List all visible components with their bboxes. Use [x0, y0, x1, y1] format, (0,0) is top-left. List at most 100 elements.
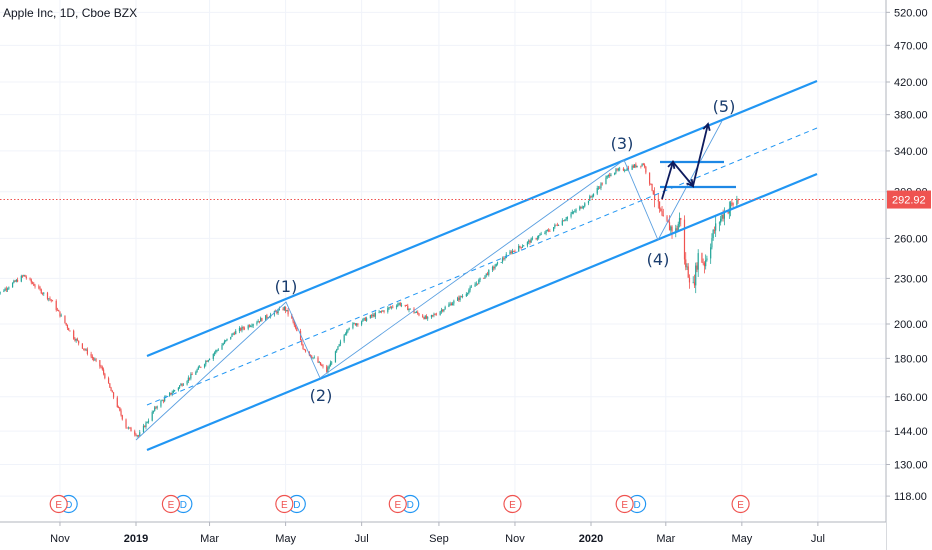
- candle-body: [692, 282, 694, 284]
- candle-body: [59, 311, 61, 317]
- earnings-marker[interactable]: [503, 494, 522, 514]
- candle-body: [130, 427, 132, 432]
- candle-body: [75, 339, 77, 341]
- channel-lower-line[interactable]: [146, 172, 818, 452]
- candle-body: [718, 222, 720, 224]
- candle-body: [161, 400, 163, 402]
- candle-body: [146, 422, 148, 424]
- time-tick-label: Mar: [200, 533, 219, 545]
- candle-body: [303, 349, 305, 350]
- candle-body: [389, 307, 391, 309]
- candle-body: [346, 331, 348, 335]
- candle-body: [91, 356, 93, 359]
- candle-body: [587, 200, 590, 204]
- candle-body: [251, 325, 253, 327]
- projection-path[interactable]: [661, 123, 709, 200]
- candle-body: [24, 274, 26, 277]
- candle-body: [49, 298, 51, 300]
- candle-body: [418, 313, 420, 316]
- candle-body: [134, 431, 136, 435]
- candle-body: [528, 240, 530, 242]
- event-markers: D D D D DE E E E E E E: [49, 494, 750, 514]
- candle-body: [677, 223, 679, 230]
- candle-body: [43, 292, 45, 294]
- candle-body: [327, 367, 329, 372]
- wave-label: (2): [310, 386, 333, 405]
- candle-body: [388, 307, 390, 309]
- candle-body: [109, 383, 111, 388]
- candle-body: [364, 317, 366, 321]
- earnings-marker[interactable]: [731, 494, 750, 514]
- candle-body: [459, 296, 461, 300]
- candle-body: [650, 183, 652, 185]
- earnings-marker[interactable]: [615, 494, 634, 514]
- candle-body: [683, 219, 686, 260]
- candle-body: [363, 317, 365, 319]
- chart-title: Apple Inc, 1D, Cboe BZX: [3, 6, 137, 20]
- candle-body: [284, 306, 287, 311]
- earnings-marker[interactable]: [49, 494, 68, 514]
- candle-body: [485, 273, 487, 276]
- candle-body: [197, 367, 199, 370]
- candle-body: [641, 163, 643, 167]
- wave-path[interactable]: [135, 120, 723, 441]
- earnings-marker[interactable]: [161, 494, 181, 514]
- price-tick-label: 380.00: [894, 110, 928, 122]
- candle-body: [156, 406, 158, 408]
- time-tick-label: Jul: [355, 533, 369, 545]
- candle-body: [142, 425, 145, 433]
- candle-body: [339, 341, 342, 345]
- candle-body: [222, 343, 224, 346]
- candle-body: [46, 292, 49, 299]
- candle-body: [439, 311, 441, 315]
- candle-body: [334, 351, 337, 363]
- candle-body: [632, 165, 634, 168]
- drawings: [0, 79, 886, 452]
- candle-body: [347, 329, 349, 332]
- earnings-marker[interactable]: [275, 494, 294, 514]
- price-tick-label: 200.00: [894, 319, 928, 331]
- candle-body: [511, 250, 514, 254]
- earnings-marker-label: E: [509, 500, 516, 511]
- candle-body: [225, 340, 227, 342]
- candle-body: [369, 315, 371, 319]
- channel-median-line[interactable]: [146, 127, 818, 406]
- channel-upper-line[interactable]: [146, 79, 818, 358]
- candle-body: [616, 169, 618, 171]
- candle-body: [312, 357, 314, 359]
- candle-body: [449, 303, 451, 305]
- candle-body: [687, 266, 689, 278]
- candle-body: [555, 224, 557, 226]
- candle-body: [200, 366, 202, 368]
- candle-body: [81, 343, 83, 349]
- earnings-marker[interactable]: [388, 494, 407, 514]
- candle-body: [372, 314, 374, 317]
- last-price-badge: [887, 190, 931, 209]
- candle-body: [282, 308, 284, 310]
- candle-body: [495, 263, 497, 267]
- candle-body: [488, 270, 490, 275]
- candle-body: [465, 293, 467, 297]
- candle-body: [121, 415, 123, 420]
- candle-body: [722, 214, 724, 219]
- candle-body: [723, 211, 725, 219]
- dividend-marker-label: D: [65, 500, 72, 511]
- candle-body: [379, 311, 381, 313]
- candle-body: [145, 422, 147, 428]
- candle-body: [291, 314, 293, 319]
- candle-body: [278, 308, 280, 311]
- candle-body: [348, 328, 350, 330]
- candle-body: [213, 352, 216, 355]
- candle-body: [319, 362, 322, 366]
- wave-label: (3): [611, 134, 634, 153]
- candle-body: [293, 321, 295, 326]
- candle-body: [294, 325, 297, 328]
- candle-body: [642, 163, 644, 165]
- candle-body: [257, 321, 259, 323]
- candle-body: [170, 392, 172, 395]
- price-tick-label: 180.00: [894, 353, 928, 365]
- candle-body: [240, 328, 242, 331]
- candle-body: [374, 312, 376, 317]
- dividend-marker-label: D: [407, 500, 414, 511]
